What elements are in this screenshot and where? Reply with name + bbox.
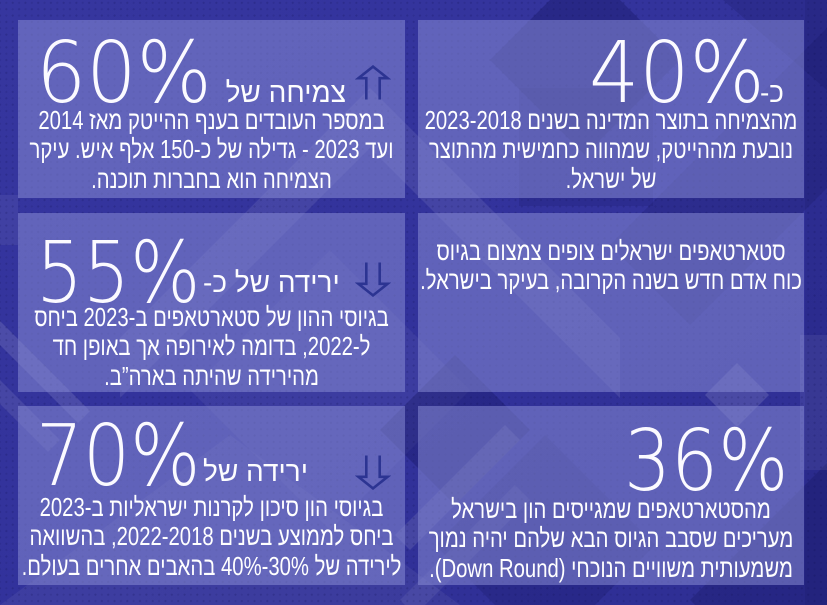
- tile-body-text: מהסטארטאפים שמגייסים הון בישראל מעריכים …: [428, 494, 794, 583]
- tile-body-text: סטארטאפים ישראלים צופים צמצום בגיוס כוח …: [420, 236, 802, 296]
- stat-value: 36%: [624, 412, 789, 511]
- tile-hiring-outlook: סטארטאפים ישראלים צופים צמצום בגיוס כוח …: [418, 213, 804, 392]
- tile-body-text: בגיוסי הון סיכון לקרנות ישראליות ב-2023 …: [21, 492, 402, 581]
- stat-value: 70%: [36, 407, 201, 506]
- tile-headline: 55% ירידה של כ-: [18, 224, 405, 323]
- tile-headline: 70% ירידה של: [18, 407, 405, 506]
- arrow-down-icon: [355, 455, 391, 490]
- stat-label: כ-: [759, 77, 784, 108]
- stat-label: ירידה של: [203, 456, 308, 487]
- arrow-up-icon: [355, 65, 391, 100]
- tile-employment-growth: 60% צמיחה של במספר העובדים בענף ההייטק מ…: [18, 20, 405, 198]
- tile-body-text: במספר העובדים בענף ההייטק מאז 2014 ועד 2…: [29, 105, 394, 194]
- stat-label: ירידה של כ-: [203, 267, 340, 298]
- tile-capital-raising-drop: 55% ירידה של כ- בגיוסי ההון של סטארטאפים…: [18, 213, 405, 392]
- tile-body-text: מהצמיחה בתוצר המדינה בשנים 2018‏-2023 נו…: [424, 105, 798, 194]
- tile-headline: 60% צמיחה של: [18, 24, 405, 123]
- tile-headline: 36%: [418, 412, 804, 511]
- tile-body-text: בגיוסי ההון של סטארטאפים ב-2023 ביחס ל-2…: [34, 302, 389, 391]
- stat-value: 40%: [588, 24, 765, 123]
- stat-label: צמיחה של: [225, 77, 346, 108]
- tile-gdp-growth-share: 40% כ- מהצמיחה בתוצר המדינה בשנים 2018‏-…: [418, 20, 804, 198]
- tile-vc-funds-drop: 70% ירידה של בגיוסי הון סיכון לקרנות ישר…: [18, 406, 405, 585]
- stat-value: 55%: [36, 224, 201, 323]
- tile-down-round-expectation: 36% מהסטארטאפים שמגייסים הון בישראל מערי…: [418, 406, 804, 585]
- arrow-down-icon: [355, 262, 391, 297]
- tile-headline: 40% כ-: [418, 24, 804, 123]
- stat-value: 60%: [36, 24, 212, 123]
